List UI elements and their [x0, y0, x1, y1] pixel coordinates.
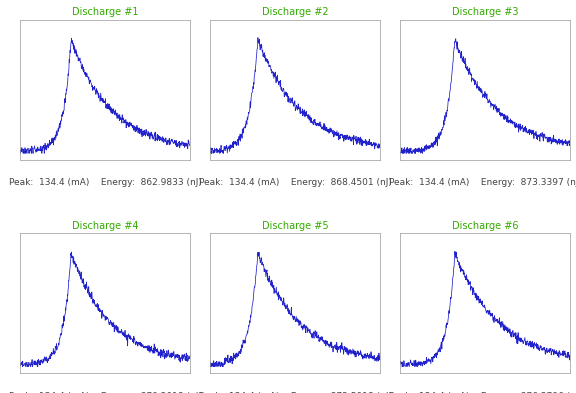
- Title: Discharge #4: Discharge #4: [72, 221, 138, 231]
- Text: Peak:  134.4 (mA)    Energy:  868.4501 (nJ): Peak: 134.4 (mA) Energy: 868.4501 (nJ): [199, 178, 392, 187]
- Text: Peak:  134.4 (mA)    Energy:  862.9833 (nJ): Peak: 134.4 (mA) Energy: 862.9833 (nJ): [9, 178, 202, 187]
- Text: Peak:  134.4 (mA)    Energy:  870.2018 (nJ): Peak: 134.4 (mA) Energy: 870.2018 (nJ): [9, 391, 202, 393]
- Title: Discharge #5: Discharge #5: [262, 221, 328, 231]
- Title: Discharge #1: Discharge #1: [72, 7, 138, 17]
- Title: Discharge #3: Discharge #3: [452, 7, 518, 17]
- Text: Peak:  134.4 (mA)    Energy:  873.3397 (nJ): Peak: 134.4 (mA) Energy: 873.3397 (nJ): [389, 178, 576, 187]
- Text: Peak:  134.4 (mA)    Energy:  876.3796 (nJ): Peak: 134.4 (mA) Energy: 876.3796 (nJ): [389, 391, 576, 393]
- Title: Discharge #2: Discharge #2: [262, 7, 328, 17]
- Title: Discharge #6: Discharge #6: [452, 221, 518, 231]
- Text: Peak:  134.4 (mA)    Energy:  873.5918 (nJ): Peak: 134.4 (mA) Energy: 873.5918 (nJ): [199, 391, 392, 393]
